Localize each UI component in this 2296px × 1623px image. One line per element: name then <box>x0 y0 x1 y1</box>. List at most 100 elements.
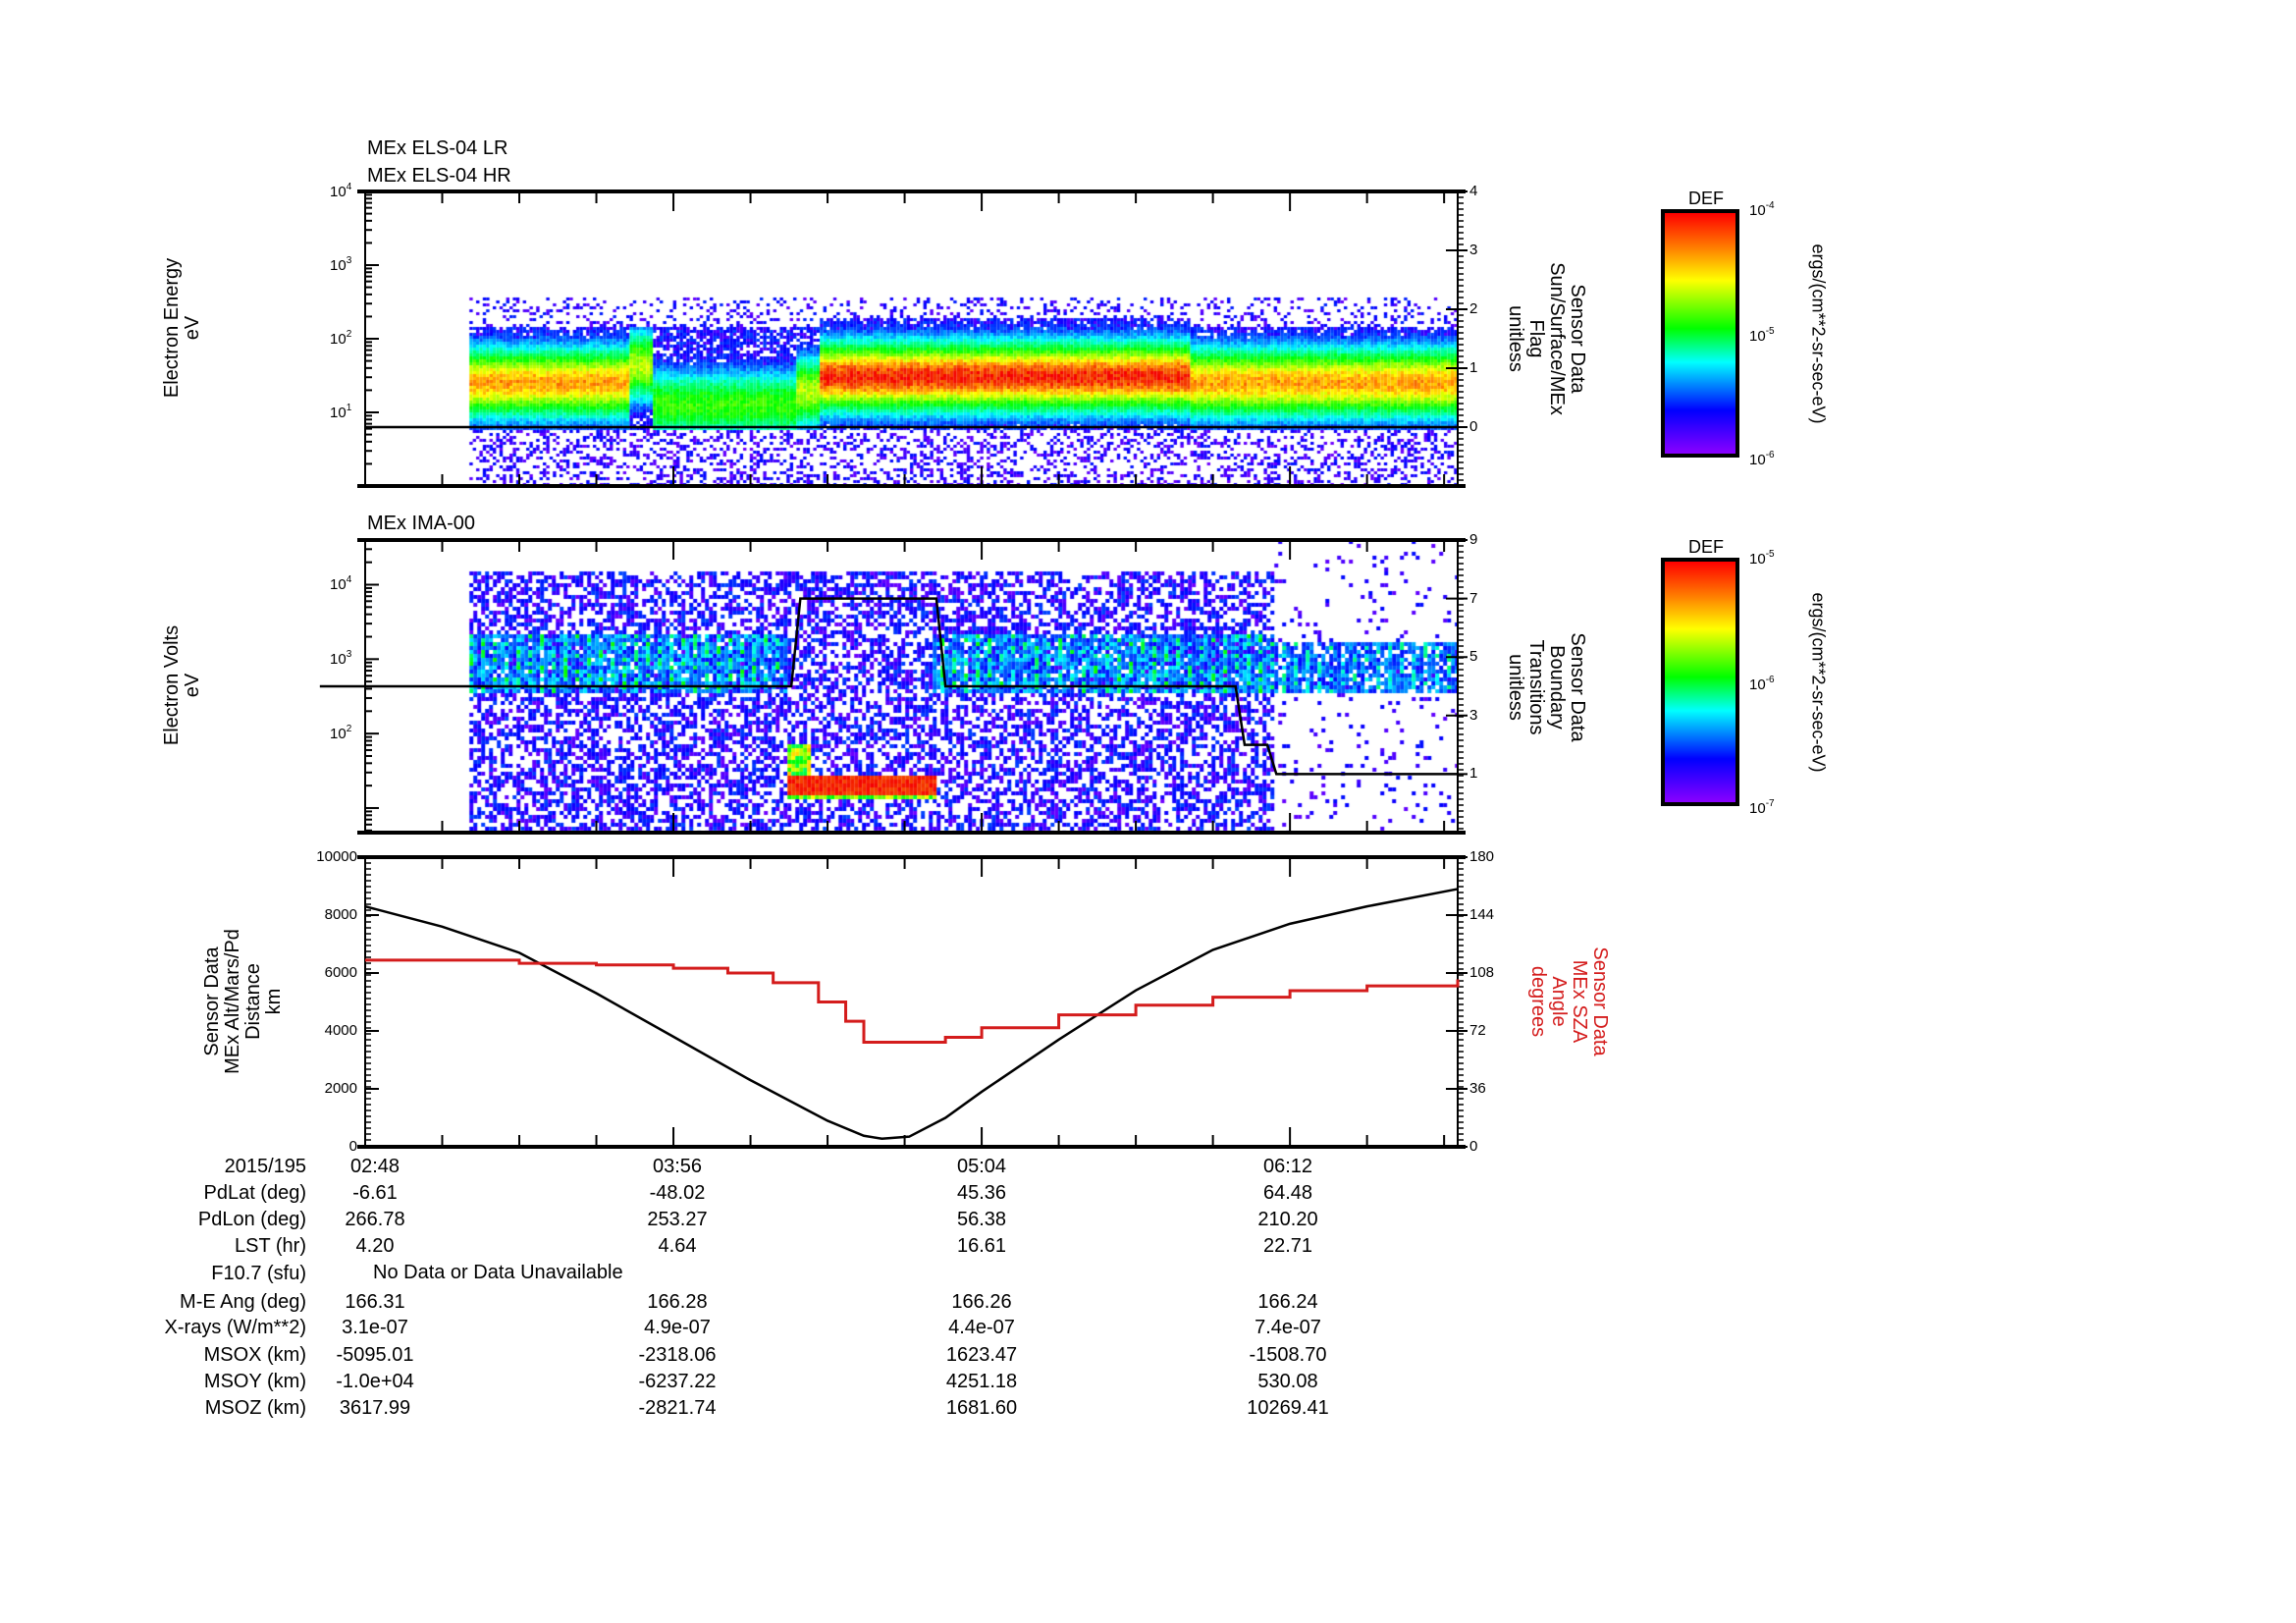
els-ylabel-unit: eV <box>182 315 203 341</box>
time-tick-label: 03:56 <box>652 1156 703 1177</box>
ima-colorbar-tick: 10-5 <box>1749 549 1775 568</box>
sza-ylabel-line: degrees <box>1527 965 1549 1038</box>
table-cell: 1681.60 <box>945 1397 1018 1419</box>
els-ytick-label: 102 <box>330 329 352 348</box>
boundary-line <box>319 597 1458 776</box>
els-colorbar-tick: 10-4 <box>1749 200 1775 219</box>
els-colorbar-unit: ergs/(cm**2-sr-sec-eV) <box>1808 243 1829 424</box>
ima-ylabel-unit: eV <box>182 673 203 698</box>
table-cell: 4.64 <box>658 1235 697 1257</box>
sza-ytick-label: 144 <box>1469 906 1495 923</box>
time-tick-label: 02:48 <box>349 1156 400 1177</box>
table-cell: -5095.01 <box>336 1344 414 1366</box>
els-colorbar <box>1661 209 1739 458</box>
table-row-label: F10.7 (sfu) <box>211 1263 306 1284</box>
table-cell: -1.0e+04 <box>336 1371 414 1392</box>
alt-ytick-label: 6000 <box>324 964 357 981</box>
table-cell: 166.24 <box>1257 1291 1318 1313</box>
table-cell: 4251.18 <box>945 1371 1018 1392</box>
els-title-lr: MEx ELS-04 LR <box>367 137 508 159</box>
table-cell: 10269.41 <box>1247 1397 1329 1419</box>
alt-frame <box>364 856 1459 1148</box>
ima-title: MEx IMA-00 <box>367 513 476 534</box>
table-row-label: LST (hr) <box>235 1235 306 1257</box>
alt-ytick-label: 10000 <box>316 848 357 865</box>
sza-ylabel: Sensor Data MEx SZA Angle degrees <box>1527 947 1611 1056</box>
table-row-label: MSOZ (km) <box>204 1397 306 1419</box>
ima-right-label: Sensor Data Boundary Transitions unitles… <box>1505 632 1588 742</box>
table-cell: 64.48 <box>1262 1182 1313 1204</box>
table-cell: -48.02 <box>649 1182 706 1204</box>
ima-right-label-line: Sensor Data <box>1567 632 1588 742</box>
ima-right-tick-label: 1 <box>1469 765 1478 783</box>
els-spectrogram <box>365 191 1458 486</box>
table-cell: 166.26 <box>951 1291 1012 1313</box>
sza-ylabel-line: Sensor Data <box>1589 947 1611 1056</box>
table-cell: -6237.22 <box>638 1371 717 1392</box>
table-cell: 4.4e-07 <box>948 1317 1015 1338</box>
table-row-label: X-rays (W/m**2) <box>164 1317 306 1338</box>
els-right-tick-label: 2 <box>1469 300 1478 317</box>
table-cell: 266.78 <box>345 1209 405 1230</box>
table-cell: -2318.06 <box>638 1344 717 1366</box>
table-cell: -6.61 <box>352 1182 398 1204</box>
ima-ylabel: Electron Volts eV <box>161 624 203 746</box>
table-cell: -2821.74 <box>638 1397 717 1419</box>
ima-colorbar <box>1661 558 1739 806</box>
els-right-label-line: Flag <box>1525 319 1547 358</box>
ima-right-tick-label: 5 <box>1469 648 1478 666</box>
alt-ylabel-line: Sensor Data <box>201 947 223 1056</box>
table-cell: 166.28 <box>647 1291 708 1313</box>
ima-ytick-label: 103 <box>330 649 352 669</box>
table-cell: 16.61 <box>956 1235 1007 1257</box>
els-ytick-label: 104 <box>330 182 352 200</box>
ima-right-tick-label: 9 <box>1469 531 1478 548</box>
table-cell: 253.27 <box>647 1209 708 1230</box>
table-cell: 530.08 <box>1257 1371 1318 1392</box>
table-row-label: PdLat (deg) <box>203 1182 306 1204</box>
table-cell: 4.20 <box>355 1235 395 1257</box>
ima-right-label-line: unitless <box>1505 654 1526 721</box>
els-colorbar-tick: 10-6 <box>1749 450 1775 468</box>
series-line-altitude <box>364 888 1459 1140</box>
ima-colorbar-title: DEF <box>1688 537 1724 557</box>
alt-ylabel-line: km <box>263 988 285 1015</box>
sza-ylabel-line: MEx SZA <box>1569 959 1590 1044</box>
time-tick-label: 05:04 <box>956 1156 1007 1177</box>
ima-ylabel-line: Electron Volts <box>161 624 183 746</box>
els-ylabel-line: Electron Energy <box>161 257 183 399</box>
table-cell: 166.31 <box>345 1291 405 1313</box>
els-right-label: Sensor Data Sun/Surface/MEx Flag unitles… <box>1505 262 1588 415</box>
table-cell: 3617.99 <box>339 1397 411 1419</box>
table-row-label: MSOX (km) <box>203 1344 306 1366</box>
sza-ytick-label: 0 <box>1469 1138 1478 1155</box>
table-cell: 1623.47 <box>945 1344 1018 1366</box>
table-row-label: PdLon (deg) <box>197 1209 306 1230</box>
table-note: No Data or Data Unavailable <box>373 1262 623 1283</box>
els-colorbar-title: DEF <box>1688 189 1724 208</box>
sza-ytick-label: 72 <box>1469 1022 1486 1039</box>
sza-ytick-label: 108 <box>1469 964 1495 981</box>
els-right-label-line: unitless <box>1505 305 1526 372</box>
table-cell: 7.4e-07 <box>1255 1317 1321 1338</box>
alt-ytick-label: 0 <box>348 1138 357 1155</box>
ima-right-label-line: Transitions <box>1525 639 1547 735</box>
ima-colorbar-tick: 10-7 <box>1749 798 1775 817</box>
ima-colorbar-tick: 10-6 <box>1749 675 1775 693</box>
els-frame <box>364 190 1459 487</box>
alt-ytick-label: 8000 <box>324 906 357 923</box>
alt-ytick-label: 2000 <box>324 1080 357 1097</box>
ima-right-label-line: Boundary <box>1546 645 1568 730</box>
table-cell: 210.20 <box>1257 1209 1318 1230</box>
els-ytick-label: 101 <box>330 403 352 421</box>
table-cell: -1508.70 <box>1249 1344 1327 1366</box>
els-right-tick-label: 3 <box>1469 242 1478 258</box>
ima-right-tick-label: 3 <box>1469 706 1478 724</box>
els-colorbar-tick: 10-5 <box>1749 326 1775 345</box>
ima-ytick-label: 104 <box>330 574 352 594</box>
table-row-label: M-E Ang (deg) <box>180 1291 306 1313</box>
table-cell: 3.1e-07 <box>342 1317 408 1338</box>
alt-ylabel-line: Distance <box>242 963 264 1040</box>
